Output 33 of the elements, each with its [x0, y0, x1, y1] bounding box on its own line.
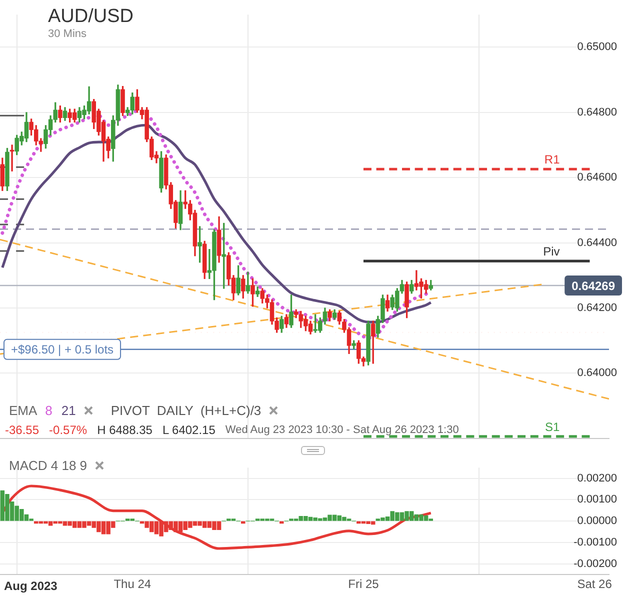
y-tick-label: 0.65000: [577, 41, 617, 54]
y-tick-label: 0.64200: [577, 302, 617, 314]
annotation: H 6488.35: [97, 423, 152, 437]
ref-line-label: +$96.50 | + 0.5 lots: [11, 342, 114, 357]
series-label: S1: [545, 420, 560, 434]
y-tick-label: -0.00200: [574, 558, 617, 570]
text: 21: [61, 403, 76, 418]
text: Aug 2023: [4, 579, 58, 594]
series-label: R1: [544, 152, 560, 166]
annotation: L 6402.15: [162, 423, 216, 437]
y-tick-label: 0.64800: [577, 106, 617, 118]
annotation: -0.57%: [49, 423, 88, 437]
y-tick-label: 0.00100: [577, 494, 617, 506]
chart-title: MACD 4 18 9: [9, 458, 88, 473]
text: 8: [45, 403, 52, 418]
annotation: EMA: [9, 403, 38, 418]
chart-title: AUD/USD: [48, 6, 134, 28]
annotation: 30 Mins: [48, 28, 87, 41]
series-label: Piv: [543, 244, 560, 258]
annotation: -36.55: [5, 423, 40, 437]
y-tick-label: 0.64400: [577, 236, 617, 249]
y-tick-label: 0.64600: [577, 172, 617, 184]
annotation: Wed Aug 23 2023 10:30 - Sat Aug 26 2023 1:30: [225, 424, 459, 436]
y-tick-label: 0.64000: [577, 367, 617, 380]
annotation: PIVOT DAILY (H+L+C)/3: [110, 403, 262, 418]
x-tick-label: Fri 25: [348, 577, 380, 592]
x-tick-label: Sat 26: [577, 577, 612, 592]
y-tick-label: 0.00200: [577, 472, 617, 484]
y-tick-label: 0.00000: [577, 515, 617, 528]
y-tick-label: -0.00100: [574, 536, 617, 549]
x-tick-label: Thu 24: [114, 577, 152, 592]
ref-line-label: 0.64269: [572, 278, 616, 293]
bar: [280, 521, 284, 524]
